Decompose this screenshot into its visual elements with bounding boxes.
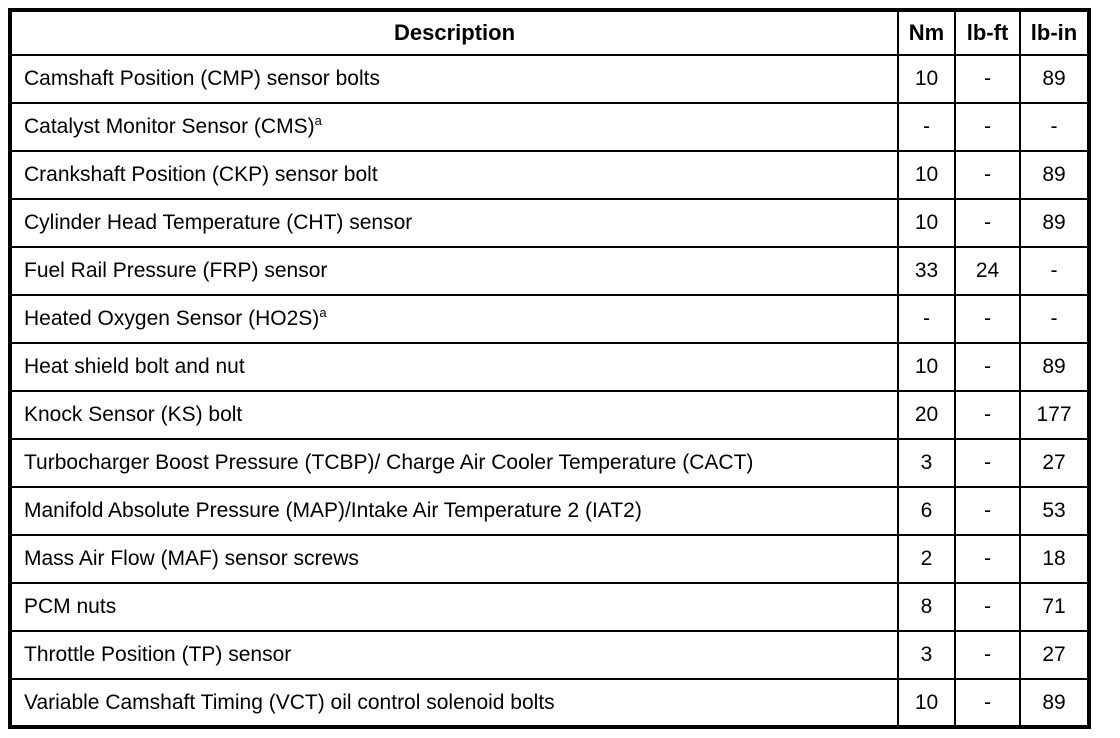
- table-row: Mass Air Flow (MAF) sensor screws 2-18: [9, 534, 1090, 584]
- lb-in-cell: 27: [1019, 438, 1090, 488]
- nm-cell: 10: [897, 54, 956, 104]
- nm-cell: 33: [897, 246, 956, 296]
- lb-ft-cell: -: [954, 54, 1021, 104]
- lb-in-cell: 89: [1019, 678, 1090, 728]
- lb-ft-cell: -: [954, 630, 1021, 680]
- lb-ft-cell: -: [954, 102, 1021, 152]
- lb-ft-cell: -: [954, 390, 1021, 440]
- nm-cell: 8: [897, 582, 956, 632]
- col-header-nm: Nm: [897, 9, 956, 56]
- table-row: Turbocharger Boost Pressure (TCBP)/ Char…: [9, 438, 1090, 488]
- lb-ft-cell: -: [954, 582, 1021, 632]
- lb-ft-cell: -: [954, 294, 1021, 344]
- description-cell: Turbocharger Boost Pressure (TCBP)/ Char…: [9, 438, 899, 488]
- lb-in-cell: -: [1019, 246, 1090, 296]
- nm-cell: 20: [897, 390, 956, 440]
- lb-in-cell: 177: [1019, 390, 1090, 440]
- lb-ft-cell: -: [954, 150, 1021, 200]
- header-row: Description Nm lb-ft lb-in: [9, 9, 1090, 56]
- lb-in-cell: 53: [1019, 486, 1090, 536]
- description-cell: Heated Oxygen Sensor (HO2S)a: [9, 294, 899, 344]
- nm-cell: -: [897, 102, 956, 152]
- description-cell: Fuel Rail Pressure (FRP) sensor: [9, 246, 899, 296]
- torque-spec-table: Description Nm lb-ft lb-in Camshaft Posi…: [8, 8, 1091, 729]
- table-row: Throttle Position (TP) sensor 3-27: [9, 630, 1090, 680]
- nm-cell: 10: [897, 150, 956, 200]
- lb-in-cell: 27: [1019, 630, 1090, 680]
- description-cell: Cylinder Head Temperature (CHT) sensor: [9, 198, 899, 248]
- description-cell: Knock Sensor (KS) bolt: [9, 390, 899, 440]
- table-row: Fuel Rail Pressure (FRP) sensor 33 24-: [9, 246, 1090, 296]
- description-cell: Camshaft Position (CMP) sensor bolts: [9, 54, 899, 104]
- table-row: Crankshaft Position (CKP) sensor bolt 10-…: [9, 150, 1090, 200]
- nm-cell: 10: [897, 342, 956, 392]
- nm-cell: -: [897, 294, 956, 344]
- nm-cell: 3: [897, 630, 956, 680]
- nm-cell: 3: [897, 438, 956, 488]
- lb-ft-cell: -: [954, 342, 1021, 392]
- nm-cell: 6: [897, 486, 956, 536]
- footnote-marker: a: [314, 113, 322, 128]
- lb-ft-cell: -: [954, 198, 1021, 248]
- description-cell: Heat shield bolt and nut: [9, 342, 899, 392]
- lb-ft-cell: -: [954, 678, 1021, 728]
- table-row: Heat shield bolt and nut 10-89: [9, 342, 1090, 392]
- lb-ft-cell: -: [954, 486, 1021, 536]
- table-row: Heated Oxygen Sensor (HO2S)a - - -: [9, 294, 1090, 344]
- table-row: PCM nuts 8-71: [9, 582, 1090, 632]
- col-header-lb-ft: lb-ft: [954, 9, 1021, 56]
- description-cell: Manifold Absolute Pressure (MAP)/Intake …: [9, 486, 899, 536]
- col-header-description: Description: [9, 9, 899, 56]
- nm-cell: 2: [897, 534, 956, 584]
- lb-in-cell: 89: [1019, 342, 1090, 392]
- table-row: Catalyst Monitor Sensor (CMS)a - - -: [9, 102, 1090, 152]
- table-row: Cylinder Head Temperature (CHT) sensor 10…: [9, 198, 1090, 248]
- description-cell: Variable Camshaft Timing (VCT) oil contr…: [9, 678, 899, 728]
- description-cell: Catalyst Monitor Sensor (CMS)a: [9, 102, 899, 152]
- nm-cell: 10: [897, 198, 956, 248]
- lb-in-cell: 18: [1019, 534, 1090, 584]
- description-cell: Crankshaft Position (CKP) sensor bolt: [9, 150, 899, 200]
- lb-in-cell: 71: [1019, 582, 1090, 632]
- footnote-marker: a: [319, 305, 327, 320]
- description-cell: PCM nuts: [9, 582, 899, 632]
- col-header-lb-in: lb-in: [1019, 9, 1090, 56]
- lb-in-cell: 89: [1019, 198, 1090, 248]
- description-cell: Throttle Position (TP) sensor: [9, 630, 899, 680]
- lb-in-cell: -: [1019, 102, 1090, 152]
- lb-ft-cell: 24: [954, 246, 1021, 296]
- table-row: Camshaft Position (CMP) sensor bolts 10-8…: [9, 54, 1090, 104]
- table-body: Camshaft Position (CMP) sensor bolts 10-8…: [9, 54, 1090, 728]
- lb-in-cell: 89: [1019, 150, 1090, 200]
- lb-ft-cell: -: [954, 438, 1021, 488]
- nm-cell: 10: [897, 678, 956, 728]
- table-row: Variable Camshaft Timing (VCT) oil contr…: [9, 678, 1090, 728]
- table-row: Manifold Absolute Pressure (MAP)/Intake …: [9, 486, 1090, 536]
- lb-in-cell: 89: [1019, 54, 1090, 104]
- table-row: Knock Sensor (KS) bolt 20-177: [9, 390, 1090, 440]
- lb-ft-cell: -: [954, 534, 1021, 584]
- lb-in-cell: -: [1019, 294, 1090, 344]
- description-cell: Mass Air Flow (MAF) sensor screws: [9, 534, 899, 584]
